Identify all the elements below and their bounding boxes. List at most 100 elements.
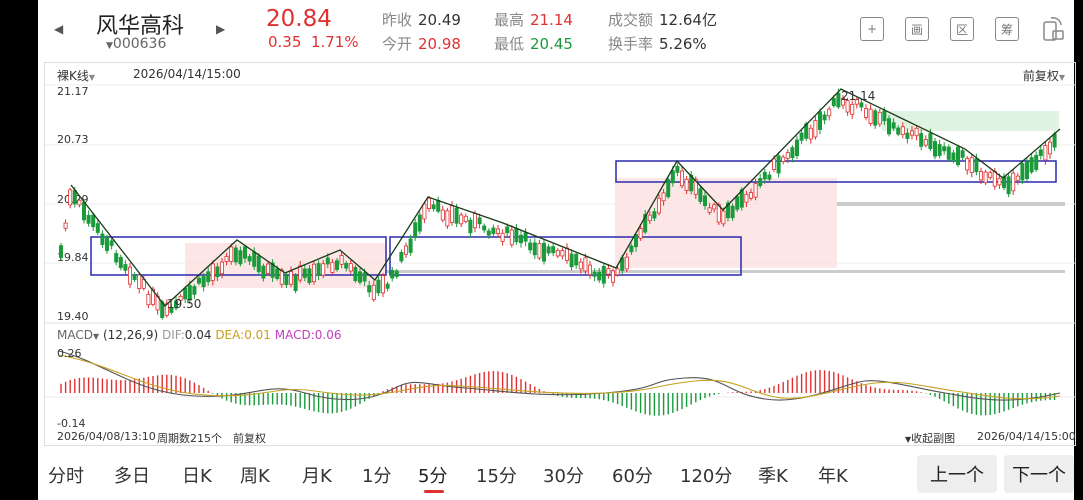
kline-chart[interactable]: 裸K线▼ 2026/04/14/15:00 前复权▼ 21.17 20.73 2… xyxy=(44,62,1076,446)
tab-30min[interactable]: 30分 xyxy=(543,466,584,487)
candle-body xyxy=(887,118,892,135)
candle-body xyxy=(910,130,915,136)
prev-button[interactable]: 上一个 xyxy=(917,455,997,493)
tab-duori[interactable]: 多日 xyxy=(114,466,150,487)
change-value: 0.35 xyxy=(268,33,302,51)
dif-value: 0.04 xyxy=(184,328,212,342)
support-line xyxy=(385,270,1065,273)
candle-body xyxy=(753,183,758,198)
candle-body xyxy=(91,214,96,228)
chip-distribution-icon[interactable]: 筹 xyxy=(995,17,1019,41)
adjust-select[interactable]: 前复权▼ xyxy=(1023,67,1065,84)
zone-shade xyxy=(882,111,1059,131)
tab-60min[interactable]: 60分 xyxy=(612,466,653,487)
candle-body xyxy=(468,219,473,234)
tab-1min[interactable]: 1分 xyxy=(362,466,392,487)
candle-body xyxy=(1034,154,1039,170)
change-pct: 1.71% xyxy=(310,33,359,51)
current-price: 20.84 xyxy=(266,6,332,32)
prev-close-value: 20.49 xyxy=(418,11,461,29)
next-stock-arrow-icon[interactable]: ▶ xyxy=(216,22,226,36)
tab-120min[interactable]: 120分 xyxy=(680,466,733,487)
kline-mode-label: 裸K线 xyxy=(57,69,89,83)
chevron-down-icon: ▼ xyxy=(88,73,96,82)
candle-body xyxy=(334,260,339,270)
collapse-subchart-button[interactable]: ▼收起副图 xyxy=(905,430,955,446)
candle-body xyxy=(132,274,137,280)
candle-body xyxy=(565,247,570,261)
consolidation-box xyxy=(615,160,1057,183)
high-value: 21.14 xyxy=(530,11,573,29)
candle-body xyxy=(914,127,919,137)
tab-fenshi[interactable]: 分时 xyxy=(48,466,84,487)
candle-body xyxy=(362,272,367,282)
tab-yuek[interactable]: 月K xyxy=(302,466,332,487)
candle-body xyxy=(781,156,786,162)
candle-body xyxy=(403,245,408,255)
dea-value: 0.01 xyxy=(244,328,271,342)
consolidation-box xyxy=(90,236,387,276)
candle-body xyxy=(657,197,662,214)
candle-body xyxy=(666,179,671,198)
candle-body xyxy=(422,203,427,220)
tab-rik[interactable]: 日K xyxy=(182,466,212,487)
tab-15min[interactable]: 15分 xyxy=(476,466,517,487)
candle-body xyxy=(413,222,418,238)
prev-close-label: 昨收 xyxy=(382,11,413,29)
candle-body xyxy=(772,158,777,170)
candle-body xyxy=(58,245,63,258)
candle-body xyxy=(265,263,270,275)
candle-body xyxy=(1025,161,1030,179)
stock-code[interactable]: ▼000636 xyxy=(106,36,166,52)
dif-label: DIF: xyxy=(161,328,185,342)
candle-body xyxy=(219,261,224,275)
candle-body xyxy=(942,146,947,152)
tab-niank[interactable]: 年K xyxy=(818,466,848,487)
macd-params: (12,26,9) xyxy=(102,328,159,342)
candle-body xyxy=(173,300,178,309)
candlestick-plot: 21.14 19.50 xyxy=(45,84,1075,416)
interval-stat-icon[interactable]: 区 xyxy=(950,17,974,41)
candle-body xyxy=(785,152,790,159)
candle-body xyxy=(463,215,468,222)
candle-body xyxy=(726,202,731,219)
tab-zhouk[interactable]: 周K xyxy=(240,466,270,487)
low-value: 20.45 xyxy=(530,35,573,53)
turnover: 成交额 12.64亿 xyxy=(608,9,717,30)
candle-body xyxy=(831,98,836,107)
candle-body xyxy=(670,170,675,184)
low-label: 最低 xyxy=(494,35,525,53)
candle-body xyxy=(178,295,183,301)
candle-body xyxy=(762,171,767,180)
candle-body xyxy=(408,238,413,253)
candle-body xyxy=(721,210,726,225)
collapse-icon: ▼ xyxy=(905,435,912,444)
macd-select[interactable]: MACD▼ xyxy=(57,328,99,342)
candle-body xyxy=(210,263,215,281)
candle-body xyxy=(518,234,523,244)
candle-body xyxy=(321,263,326,276)
add-watchlist-icon[interactable]: + xyxy=(860,17,884,41)
candle-body xyxy=(307,268,312,284)
rotate-screen-icon[interactable] xyxy=(1041,15,1065,43)
prev-stock-arrow-icon[interactable]: ◀ xyxy=(54,22,64,36)
candle-body xyxy=(224,256,229,262)
candle-body xyxy=(735,196,740,210)
tab-5min[interactable]: 5分 xyxy=(418,466,448,487)
candle-body xyxy=(923,139,928,146)
turnover-rate-label: 换手率 xyxy=(608,35,654,53)
tab-jik[interactable]: 季K xyxy=(758,466,788,487)
active-tab-indicator xyxy=(424,490,444,493)
candle-body xyxy=(900,126,905,136)
candle-body xyxy=(454,207,459,224)
bottom-adjust: 前复权 xyxy=(233,432,266,445)
bottom-right-date: 2026/04/14/15:00 xyxy=(977,430,1076,443)
next-button[interactable]: 下一个 xyxy=(1004,455,1074,493)
candle-body xyxy=(284,275,289,286)
candle-body xyxy=(1011,172,1016,192)
candle-body xyxy=(316,263,321,276)
draw-tool-icon[interactable]: 画 xyxy=(905,17,929,41)
kline-mode-select[interactable]: 裸K线▼ xyxy=(57,67,95,84)
macd-legend: MACD▼ (12,26,9) DIF:0.04 DEA:0.01 MACD:0… xyxy=(57,328,341,342)
candle-body xyxy=(680,170,685,187)
